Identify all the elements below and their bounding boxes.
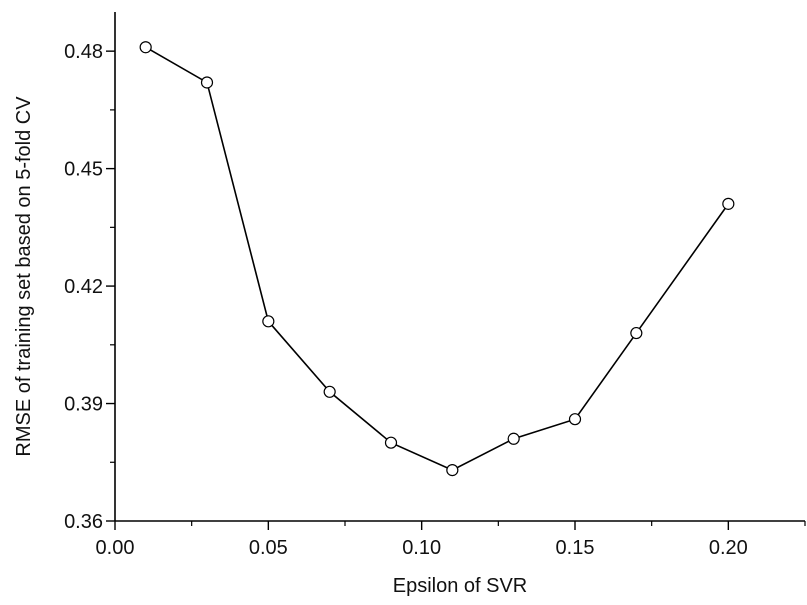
data-point-2 bbox=[262, 315, 275, 328]
x-tick-label-1: 0.05 bbox=[249, 537, 288, 559]
data-point-4 bbox=[384, 436, 398, 449]
series-line-0 bbox=[145, 46, 729, 471]
data-point-9 bbox=[722, 197, 735, 210]
x-axis-title: Epsilon of SVR bbox=[393, 575, 528, 597]
data-point-3 bbox=[323, 385, 336, 398]
y-tick-label-1: 0.39 bbox=[64, 394, 103, 416]
data-point-1 bbox=[200, 76, 214, 89]
y-tick-label-3: 0.45 bbox=[64, 159, 103, 181]
axes: 0.00 0.05 0.10 0.15 0.20 0.36 0.39 0.42 0.45 0.48 bbox=[64, 12, 806, 559]
y-axis-title: RMSE of training set based on 5-fold CV bbox=[13, 96, 35, 457]
data-point-5 bbox=[446, 464, 459, 477]
data-point-8 bbox=[630, 326, 643, 340]
x-tick-label-4: 0.20 bbox=[709, 537, 748, 559]
y-tick-label-4: 0.48 bbox=[64, 41, 103, 63]
y-tick-label-0: 0.36 bbox=[64, 511, 103, 533]
x-tick-label-2: 0.10 bbox=[402, 537, 441, 559]
x-tick-label-3: 0.15 bbox=[556, 537, 595, 559]
x-tick-label-0: 0.00 bbox=[96, 537, 135, 559]
data-point-7 bbox=[568, 413, 582, 426]
data-point-0 bbox=[139, 41, 152, 54]
data-point-6 bbox=[507, 432, 520, 445]
series-layer bbox=[139, 41, 735, 477]
y-tick-label-2: 0.42 bbox=[64, 276, 103, 298]
